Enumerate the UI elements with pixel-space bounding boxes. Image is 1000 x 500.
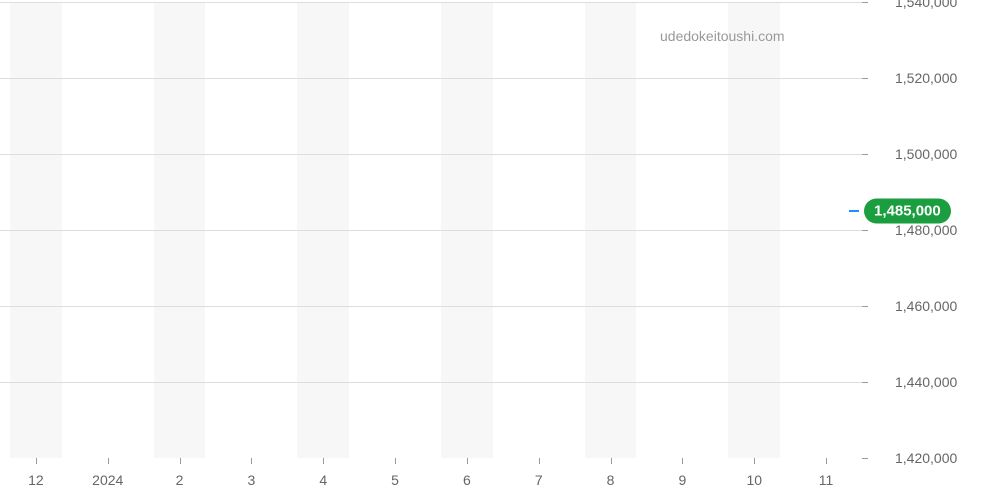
y-axis-label: 1,520,000 [895, 70, 957, 86]
x-axis-label: 7 [535, 472, 543, 488]
y-axis-label: 1,480,000 [895, 222, 957, 238]
x-tick [36, 458, 37, 464]
x-axis-label: 11 [819, 472, 834, 488]
y-axis-label: 1,540,000 [895, 0, 957, 10]
x-tick [323, 458, 324, 464]
y-tick [862, 78, 868, 79]
x-tick [682, 458, 683, 464]
x-tick [611, 458, 612, 464]
data-point [849, 210, 859, 212]
gridline [0, 230, 862, 231]
x-tick [539, 458, 540, 464]
y-axis-label: 1,500,000 [895, 146, 957, 162]
x-tick [180, 458, 181, 464]
y-axis-label: 1,440,000 [895, 374, 957, 390]
x-axis-label: 9 [679, 472, 687, 488]
x-axis-label: 12 [28, 472, 44, 488]
gridline [0, 306, 862, 307]
y-tick [862, 306, 868, 307]
y-tick [862, 458, 868, 459]
x-tick [754, 458, 755, 464]
y-tick [862, 2, 868, 3]
y-tick [862, 230, 868, 231]
x-tick [826, 458, 827, 464]
x-axis-label: 3 [248, 472, 256, 488]
x-axis-label: 2024 [92, 472, 123, 488]
x-axis-label: 10 [746, 472, 762, 488]
y-tick [862, 382, 868, 383]
gridline [0, 2, 862, 3]
x-tick [251, 458, 252, 464]
y-axis-label: 1,460,000 [895, 298, 957, 314]
x-tick [108, 458, 109, 464]
plot-area [0, 2, 862, 458]
x-axis-label: 4 [319, 472, 327, 488]
gridline [0, 154, 862, 155]
watermark: udedokeitoushi.com [660, 28, 785, 44]
x-axis-label: 6 [463, 472, 471, 488]
x-tick [395, 458, 396, 464]
x-tick [467, 458, 468, 464]
y-axis-label: 1,420,000 [895, 450, 957, 466]
x-axis-label: 8 [607, 472, 615, 488]
gridline [0, 78, 862, 79]
current-price-badge: 1,485,000 [864, 199, 951, 224]
gridline [0, 382, 862, 383]
y-tick [862, 154, 868, 155]
price-chart: udedokeitoushi.com 1,485,000 1,420,000 1,… [0, 0, 1000, 500]
x-axis-label: 5 [391, 472, 399, 488]
x-axis-label: 2 [176, 472, 184, 488]
